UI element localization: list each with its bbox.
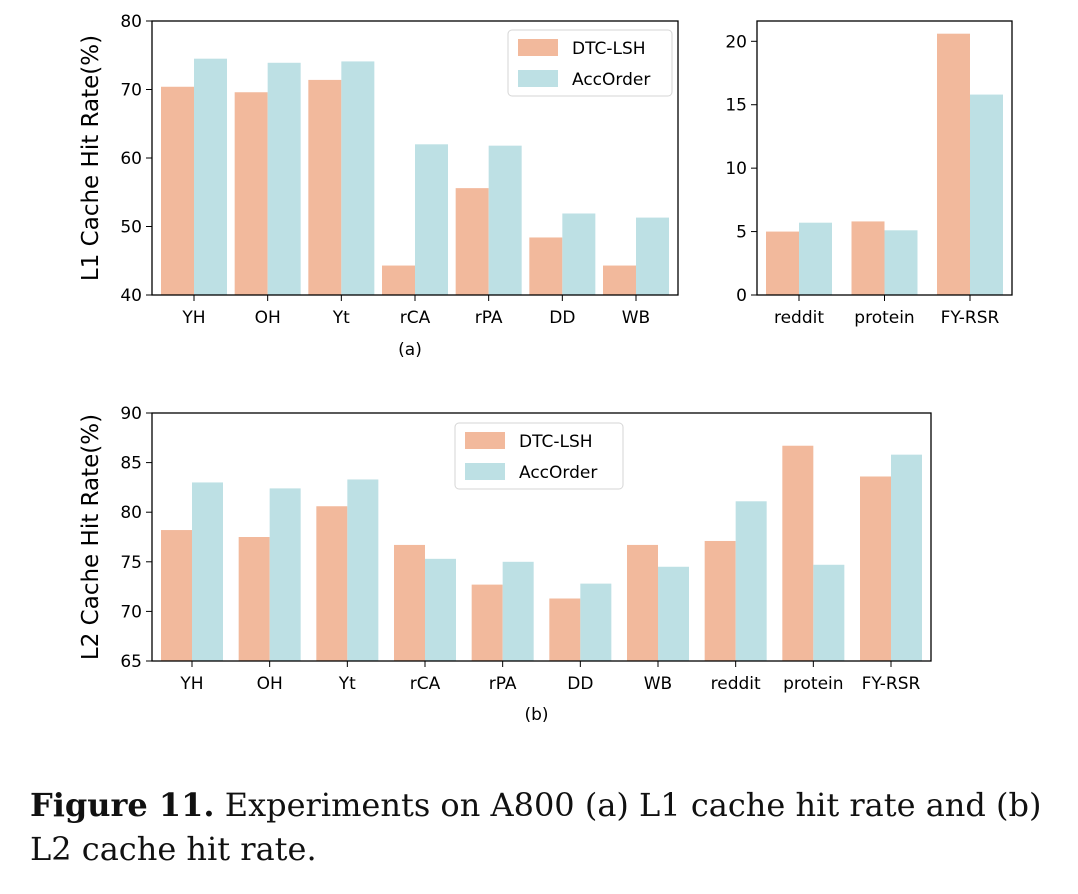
x-tick-label: DD [549,308,575,328]
x-tick-label: rCA [400,308,431,328]
bar-accorder-reddit [799,222,832,295]
legend-label-dtc-lsh: DTC-LSH [572,39,646,59]
y-tick-label: 60 [120,149,142,169]
bar-dtc-lsh-fy-rsr [937,33,970,296]
y-tick-label: 0 [736,286,747,306]
bar-dtc-lsh-dd [529,237,563,295]
bar-accorder-protein [813,564,845,661]
y-tick-label: 10 [725,159,747,179]
legend-label-accorder: AccOrder [572,70,650,90]
x-tick-label: DD [567,674,593,694]
x-tick-label: OH [255,308,281,328]
bar-dtc-lsh-yt [316,506,348,661]
bar-dtc-lsh-yt [308,79,342,295]
legend-label-accorder: AccOrder [519,463,597,483]
y-tick-label: 5 [736,223,747,243]
x-tick-label: FY-RSR [941,308,1000,328]
bar-dtc-lsh-rpa [471,584,503,661]
x-tick-label: FY-RSR [862,674,921,694]
legend-swatch-dtc-lsh [518,39,558,56]
legend: DTC-LSH AccOrder [454,422,624,490]
bar-dtc-lsh-dd [549,598,581,661]
bar-accorder-protein [884,230,918,295]
x-tick-label: rPA [489,674,517,694]
bar-dtc-lsh-yh [161,530,192,661]
x-tick-label: YH [179,674,203,694]
y-axis-label: L1 Cache Hit Rate(%) [78,35,104,281]
y-tick-label: 80 [120,503,142,523]
legend-swatch-accorder [518,70,558,87]
y-tick-label: 70 [120,81,142,101]
bar-dtc-lsh-rca [394,544,425,661]
bar-dtc-lsh-wb [603,265,636,295]
x-tick-label: YH [181,308,205,328]
x-tick-label: Yt [332,308,350,328]
bar-accorder-rca [415,144,448,295]
y-tick-label: 50 [120,218,142,238]
x-tick-label: protein [854,308,914,328]
legend-label-dtc-lsh: DTC-LSH [519,432,593,452]
x-tick-label: WB [644,674,672,694]
legend: DTC-LSH AccOrder [507,29,673,97]
bar-dtc-lsh-oh [238,537,270,661]
bar-accorder-reddit [735,501,767,661]
bar-dtc-lsh-yh [161,86,194,295]
bar-accorder-yh [192,482,223,661]
x-tick-label: WB [622,308,650,328]
bar-dtc-lsh-reddit [766,231,799,295]
bar-dtc-lsh-reddit [704,540,736,661]
bar-accorder-yt [341,61,375,295]
bar-dtc-lsh-rpa [455,188,489,295]
axes-frame [756,20,1013,296]
bar-accorder-oh [267,62,301,295]
x-tick-label: rPA [475,308,503,328]
x-tick-label: rCA [410,674,441,694]
x-axis-label: (a) [398,340,422,360]
bar-dtc-lsh-fy-rsr [860,476,891,661]
bar-accorder-oh [269,488,301,661]
bar-accorder-rpa [488,145,522,295]
chart-panel-1: YH OH Yt rCA rPA DD WB 40 50 60 70 80 L1 Cache Hit R… [78,12,679,360]
x-tick-label: reddit [774,308,824,328]
bar-dtc-lsh-rca [382,265,415,295]
y-tick-label: 65 [120,652,142,672]
bar-accorder-fy-rsr [970,94,1003,296]
bar-accorder-yt [347,479,379,661]
bar-accorder-rpa [502,561,534,661]
axes-frame [151,412,932,662]
y-tick-label: 20 [725,32,747,52]
bar-dtc-lsh-protein [782,445,814,661]
legend-swatch-accorder [465,463,505,480]
bar-dtc-lsh-wb [627,544,658,661]
bar-dtc-lsh-oh [234,92,268,296]
y-tick-label: 80 [120,12,142,32]
bar-accorder-yh [194,58,227,295]
bar-dtc-lsh-protein [851,221,885,295]
y-axis-label: L2 Cache Hit Rate(%) [78,414,104,660]
chart-panel-3: YH OH Yt rCA rPA DD WB reddit protein FY-RSR 65 70 7… [78,404,932,725]
bar-accorder-wb [658,566,689,661]
y-tick-label: 85 [120,454,142,474]
x-tick-label: Yt [338,674,356,694]
y-tick-label: 40 [120,286,142,306]
legend-swatch-dtc-lsh [465,432,505,449]
caption-text: Experiments on A800 (a) L1 cache hit rat… [30,786,1042,868]
y-tick-label: 75 [120,553,142,573]
x-axis-label: (b) [524,705,548,725]
bar-accorder-dd [580,583,612,661]
bar-accorder-dd [562,213,596,295]
x-tick-label: OH [257,674,283,694]
caption-label: Figure 11. [30,786,215,824]
y-tick-label: 90 [120,404,142,424]
x-tick-label: reddit [711,674,761,694]
bar-accorder-rca [425,558,456,661]
chart-panel-2: reddit protein FY-RSR 0 5 10 15 20 [725,20,1013,328]
y-tick-label: 15 [725,96,747,116]
x-tick-label: protein [783,674,843,694]
y-tick-label: 70 [120,602,142,622]
bar-accorder-fy-rsr [891,454,922,661]
figure-caption: Figure 11. Experiments on A800 (a) L1 ca… [30,783,1060,871]
bar-accorder-wb [636,217,669,295]
